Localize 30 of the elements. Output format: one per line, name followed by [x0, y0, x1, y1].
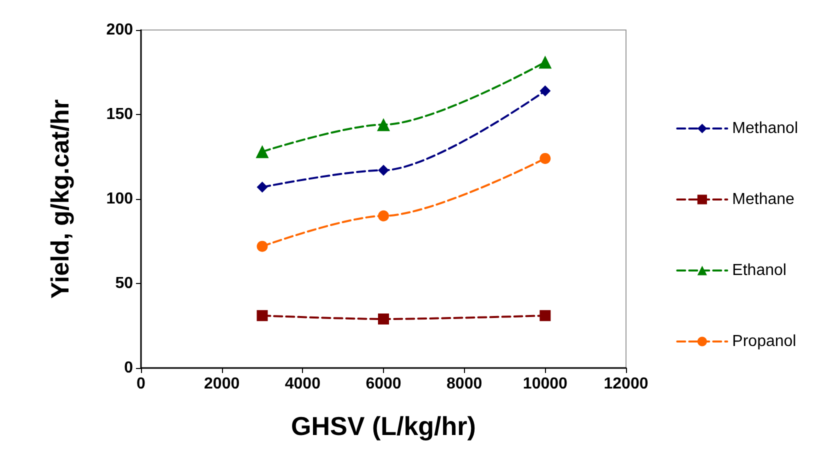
point — [540, 85, 551, 96]
point — [256, 182, 268, 193]
point — [378, 313, 389, 324]
x-tick-label: 2000 — [204, 376, 240, 392]
point — [378, 164, 389, 176]
y-tick-label: 50 — [115, 275, 134, 292]
legend-label: Methanol — [732, 120, 798, 137]
point — [540, 310, 551, 322]
x-tick-label: 12000 — [604, 376, 648, 392]
y-tick-label: 100 — [106, 190, 134, 208]
x-tick-label: 0 — [136, 376, 146, 392]
point — [538, 56, 552, 69]
y-axis-title: Yield, g/kg.cat/hr — [46, 99, 74, 299]
legend-label: Propanol — [732, 333, 796, 350]
point — [378, 210, 389, 222]
x-tick-label: 8000 — [446, 376, 482, 392]
x-axis-title: GHSV (L/kg/hr) — [291, 411, 476, 441]
x-tick-label: 6000 — [366, 376, 402, 392]
y-tick-label: 0 — [124, 360, 134, 376]
y-tick-label: 200 — [106, 22, 134, 38]
point — [256, 240, 268, 252]
x-tick-label: 10000 — [522, 376, 568, 392]
point — [256, 310, 268, 322]
legend-label: Ethanol — [732, 262, 786, 279]
point — [256, 145, 269, 158]
x-tick-label: 4000 — [284, 376, 321, 392]
legend-label: Methane — [732, 191, 795, 208]
point — [540, 152, 551, 164]
y-tick-label: 150 — [106, 106, 134, 123]
point — [377, 118, 390, 132]
